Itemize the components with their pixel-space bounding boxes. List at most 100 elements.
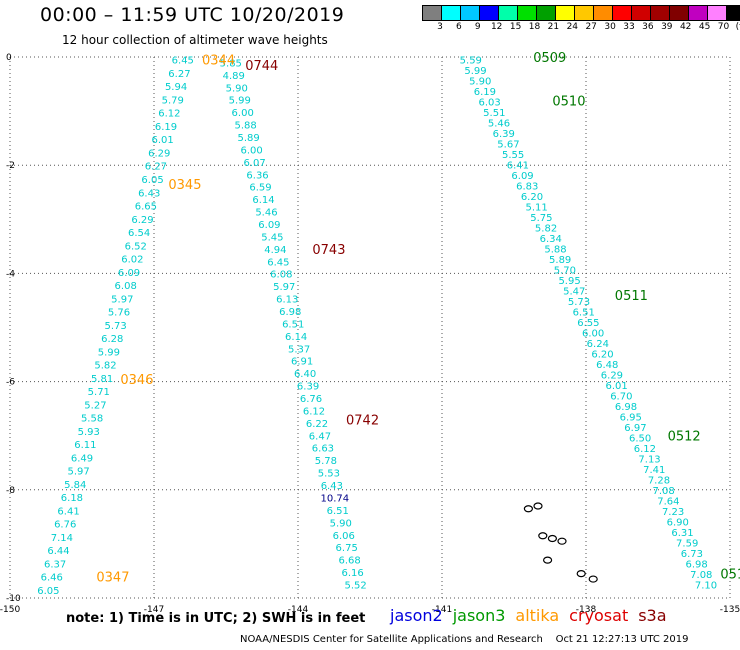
wave-height-value: 6.41 bbox=[507, 161, 529, 172]
wave-height-value: 6.95 bbox=[620, 413, 642, 424]
island-outline bbox=[576, 570, 586, 578]
wave-height-value: 6.27 bbox=[145, 162, 167, 173]
wave-height-value: 5.85 bbox=[220, 58, 242, 69]
pass-time-label: 0512 bbox=[668, 430, 701, 445]
wave-height-value: 6.90 bbox=[667, 518, 689, 529]
wave-height-value: 6.02 bbox=[121, 255, 143, 266]
wave-height-value: 6.05 bbox=[37, 586, 59, 597]
pass-time-label: 0744 bbox=[245, 59, 278, 74]
wave-height-value: 7.64 bbox=[657, 497, 679, 508]
wave-height-value: 6.01 bbox=[605, 381, 627, 392]
wave-height-value: 6.27 bbox=[168, 69, 190, 80]
axis-ticks: -150 -147 -144 -141 -138 -135 0 -2 -4 -6 -8 -10 bbox=[0, 53, 740, 615]
wave-height-value: 6.76 bbox=[54, 520, 76, 531]
wave-height-value: 5.46 bbox=[255, 208, 277, 219]
wave-height-value: 6.70 bbox=[610, 392, 632, 403]
wave-height-value: 6.76 bbox=[300, 394, 322, 405]
island-outline bbox=[557, 537, 567, 545]
x-tick-label: -141 bbox=[432, 605, 452, 615]
wave-height-value: 6.59 bbox=[249, 183, 271, 194]
mission-jason3: jason3 bbox=[452, 606, 506, 625]
wave-height-value: 5.59 bbox=[460, 56, 482, 67]
wave-height-value: 6.18 bbox=[61, 493, 83, 504]
wave-height-value: 6.49 bbox=[71, 453, 93, 464]
islands bbox=[523, 502, 598, 583]
wave-height-value: 6.51 bbox=[282, 319, 304, 330]
wave-height-value: 4.94 bbox=[264, 245, 286, 256]
wave-height-value: 5.58 bbox=[81, 414, 103, 425]
wave-height-value: 5.95 bbox=[558, 276, 580, 287]
colorbar-label: 21 bbox=[547, 22, 560, 32]
x-tick-label: -138 bbox=[576, 605, 597, 615]
wave-height-value: 5.90 bbox=[330, 518, 352, 529]
pass-time-label: 051 bbox=[720, 568, 740, 583]
colorbar-label: 6 bbox=[456, 22, 462, 32]
wave-height-value: 6.20 bbox=[591, 350, 613, 361]
pass-time-label: 0509 bbox=[533, 51, 566, 66]
wave-height-value: 6.05 bbox=[141, 175, 163, 186]
wave-height-value: 6.12 bbox=[303, 406, 325, 417]
wave-height-value: 5.97 bbox=[68, 467, 90, 478]
map-grid bbox=[9, 56, 731, 599]
wave-height-value: 4.89 bbox=[223, 71, 245, 82]
wave-height-value: 5.73 bbox=[104, 321, 126, 332]
wave-height-value: 6.29 bbox=[601, 371, 623, 382]
colorbar-label: 3 bbox=[437, 22, 443, 32]
colorbar bbox=[422, 5, 740, 21]
wave-height-value: 5.97 bbox=[111, 294, 133, 305]
wave-height-value: 7.08 bbox=[690, 570, 712, 581]
colorbar-label: 27 bbox=[585, 22, 597, 32]
wave-height-value: 5.93 bbox=[78, 427, 100, 438]
wave-height-value: 6.31 bbox=[671, 528, 693, 539]
y-tick-label: -4 bbox=[6, 269, 15, 279]
wave-height-value: 6.98 bbox=[615, 402, 637, 413]
wave-height-value: 6.39 bbox=[297, 382, 319, 393]
wave-height-value: 6.52 bbox=[125, 241, 147, 252]
colorbar-label: 42 bbox=[679, 22, 692, 32]
pass-time-label: 0347 bbox=[96, 570, 129, 585]
mission-s3a: s3a bbox=[638, 606, 667, 625]
colorbar-label: 30 bbox=[604, 22, 616, 32]
island-outline bbox=[533, 502, 543, 510]
wave-height-value: 5.90 bbox=[226, 83, 248, 94]
wave-height-value: 5.79 bbox=[162, 95, 184, 106]
island-outline bbox=[542, 556, 553, 564]
wave-height-value: 5.90 bbox=[469, 77, 491, 88]
pass-time-label: 0511 bbox=[615, 289, 648, 304]
wave-height-value: 6.07 bbox=[243, 158, 265, 169]
colorbar-label: 24 bbox=[566, 22, 579, 32]
wave-height-value: 6.97 bbox=[624, 423, 646, 434]
wave-height-value: 5.88 bbox=[544, 245, 566, 256]
x-tick-label: -150 bbox=[0, 605, 20, 615]
wave-height-value: 6.13 bbox=[276, 295, 298, 306]
page-title: 00:00 – 11:59 UTC 10/20/2019 bbox=[40, 4, 345, 26]
wave-height-value: 6.34 bbox=[540, 234, 562, 245]
colorbar-label: 45 bbox=[698, 22, 711, 32]
wave-height-value: 5.55 bbox=[502, 150, 524, 161]
wave-height-value: 5.47 bbox=[563, 287, 585, 298]
y-tick-label: -8 bbox=[6, 486, 15, 496]
pass-time-label: 0743 bbox=[312, 243, 345, 258]
wave-height-value: 6.00 bbox=[232, 108, 254, 119]
pass-time-label: 0345 bbox=[168, 178, 201, 193]
mission-jason2: jason2 bbox=[390, 606, 443, 625]
wave-height-value: 6.55 bbox=[577, 318, 599, 329]
wave-height-value: 5.81 bbox=[91, 374, 113, 385]
wave-height-value: 6.43 bbox=[138, 188, 160, 199]
wave-height-value: 5.94 bbox=[165, 82, 187, 93]
wave-height-value: 6.45 bbox=[172, 56, 194, 67]
x-tick-label: -144 bbox=[288, 605, 309, 615]
pass-time-label: 0346 bbox=[120, 373, 153, 388]
wave-height-value: 6.16 bbox=[341, 568, 363, 579]
wave-height-value: 6.01 bbox=[152, 135, 174, 146]
wave-height-value: 6.14 bbox=[252, 195, 274, 206]
wave-height-value: 7.08 bbox=[653, 486, 675, 497]
wave-height-value: 6.12 bbox=[634, 444, 656, 455]
wave-height-value: 7.14 bbox=[51, 533, 73, 544]
y-tick-label: -6 bbox=[6, 378, 15, 388]
colorbar-label: 36 bbox=[642, 22, 654, 32]
wave-height-value: 6.98 bbox=[685, 559, 707, 570]
wave-height-value: 6.68 bbox=[339, 556, 361, 567]
